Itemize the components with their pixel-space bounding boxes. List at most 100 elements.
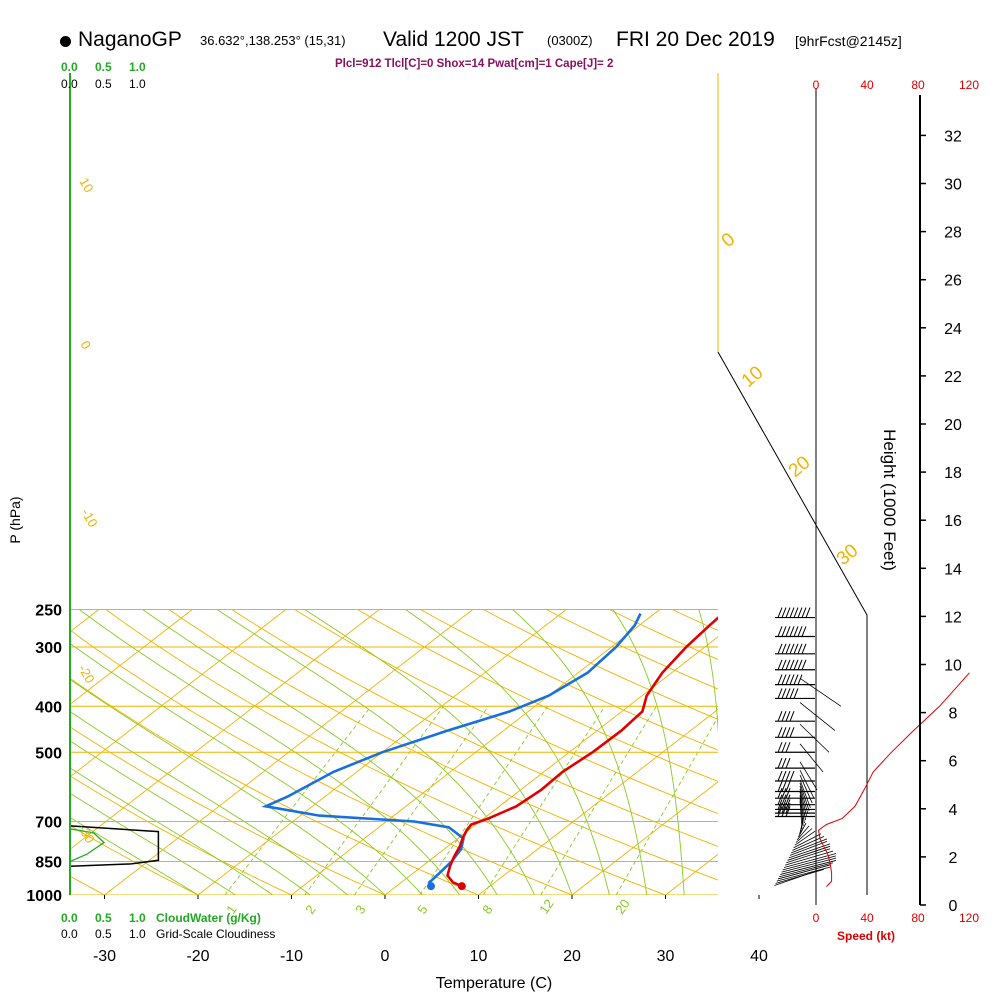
wind-barb-flag bbox=[781, 659, 787, 670]
mixing-ratio-label: 3 bbox=[352, 902, 368, 917]
wind-fan-line bbox=[799, 797, 804, 826]
moist-adiabat-line bbox=[79, 609, 461, 895]
isotherm-line bbox=[853, 610, 1000, 895]
moist-adiabat-line bbox=[70, 816, 199, 895]
wind-barb-flag bbox=[789, 727, 795, 738]
isotherm-line bbox=[70, 609, 193, 705]
wind-barb-flag bbox=[781, 607, 787, 618]
wind-barb-flag bbox=[777, 607, 783, 618]
stability-params: Plcl=912 Tlcl[C]=0 Shox=14 Pwat[cm]=1 Ca… bbox=[335, 58, 614, 70]
wind-barb-flag bbox=[781, 674, 787, 685]
height-tick-label: 16 bbox=[944, 513, 962, 530]
wind-barb-flag bbox=[789, 674, 795, 685]
wind-fan-line bbox=[799, 702, 836, 731]
dry-adiabat-label: -20 bbox=[75, 662, 97, 686]
moist-adiabat-line bbox=[612, 609, 685, 895]
wind-barb-flag bbox=[785, 757, 791, 769]
wind-barb-flag bbox=[785, 711, 791, 722]
cloudwater-scale-top: 0.5 bbox=[95, 60, 112, 74]
wind-barb-flag bbox=[785, 799, 791, 810]
wind-fan-line bbox=[795, 828, 813, 843]
speed-tick-bottom: 0 bbox=[813, 911, 820, 925]
cloudiness-scale-bottom: 0.5 bbox=[95, 927, 112, 941]
wind-barb-flag bbox=[777, 802, 783, 814]
barb-area-outline bbox=[717, 351, 868, 895]
moist-adiabat-label: 10 bbox=[738, 362, 768, 392]
cloudiness-scale-bottom: 1.0 bbox=[129, 927, 146, 941]
wind-barb-flag bbox=[785, 770, 791, 782]
wind-fan-line bbox=[799, 723, 830, 753]
moist-adiabat-line bbox=[216, 609, 536, 895]
dry-adiabat-line bbox=[70, 726, 386, 895]
wind-fan-line bbox=[798, 822, 807, 838]
wind-barb-flag bbox=[781, 788, 787, 799]
height-tick-label: 10 bbox=[944, 658, 962, 675]
wind-fan-line bbox=[799, 761, 818, 791]
wind-fan-line bbox=[793, 833, 822, 849]
wind-barb-flag bbox=[793, 643, 799, 654]
x-tick-label: 40 bbox=[750, 948, 768, 965]
height-tick-label: 8 bbox=[949, 706, 958, 723]
cloudwater-scale-bottom: 0.5 bbox=[95, 911, 112, 925]
height-axis-label: Height (1000 Feet) bbox=[880, 429, 899, 571]
wind-barb-flag bbox=[777, 688, 783, 699]
dry-adiabat-line bbox=[357, 609, 718, 782]
pressure-tick-label: 850 bbox=[35, 855, 62, 872]
wind-barb-flag bbox=[781, 711, 787, 722]
mixing-ratio-label: 20 bbox=[612, 896, 633, 916]
dry-adiabat-line bbox=[70, 677, 479, 895]
mixing-ratio-line bbox=[482, 706, 606, 895]
dry-adiabat-line bbox=[294, 609, 718, 815]
cloudiness-scale-top: 0.0 bbox=[61, 77, 78, 91]
moist-adiabat-line bbox=[405, 609, 610, 895]
wind-barb-flag bbox=[777, 770, 783, 782]
wind-barb-flag bbox=[777, 659, 783, 670]
wind-barb-flag bbox=[797, 607, 803, 618]
wind-barb-flag bbox=[781, 770, 787, 782]
mixing-ratio-line bbox=[353, 706, 489, 895]
moist-adiabat-line bbox=[70, 711, 348, 895]
pressure-tick-label: 700 bbox=[35, 815, 62, 832]
wind-fan-line bbox=[799, 677, 842, 707]
wind-barb-flag bbox=[797, 659, 803, 670]
wind-barb-flag bbox=[777, 781, 783, 792]
cloudiness-line bbox=[69, 825, 160, 868]
cloudwater-scale-top: 0.0 bbox=[61, 60, 78, 74]
wind-barb-flag bbox=[777, 711, 783, 722]
wind-barb-flag bbox=[777, 806, 783, 817]
pressure-tick-label: 300 bbox=[35, 640, 62, 657]
height-tick-label: 20 bbox=[944, 417, 962, 434]
speed-tick-top: 80 bbox=[911, 78, 925, 92]
wind-fan-line bbox=[799, 782, 810, 812]
wind-barb-flag bbox=[797, 674, 803, 685]
speed-label: Speed (kt) bbox=[837, 929, 895, 943]
height-tick-label: 6 bbox=[949, 754, 958, 771]
height-tick-label: 4 bbox=[949, 802, 958, 819]
mixing-ratio-line bbox=[224, 706, 372, 895]
wind-barb-flag bbox=[793, 659, 799, 670]
wind-barb-flag bbox=[781, 742, 787, 753]
x-tick-label: -30 bbox=[93, 948, 116, 965]
speed-tick-bottom: 80 bbox=[911, 911, 925, 925]
wind-barb-flag bbox=[777, 799, 783, 810]
speed-tick-bottom: 40 bbox=[860, 911, 874, 925]
x-tick-label: -20 bbox=[186, 948, 209, 965]
height-tick-label: 18 bbox=[944, 465, 962, 482]
dry-adiabat-label: 10 bbox=[76, 175, 96, 195]
wind-barb-flag bbox=[785, 659, 791, 670]
wind-barb-flag bbox=[785, 802, 791, 814]
mixing-ratio-line bbox=[304, 706, 444, 895]
wind-fan-line bbox=[799, 788, 808, 818]
speed-profile-line bbox=[818, 672, 970, 887]
moist-adiabat-line bbox=[70, 642, 423, 895]
wind-barb-flag bbox=[797, 643, 803, 654]
wind-barb-flag bbox=[781, 626, 787, 637]
cloudwater-label: CloudWater (g/Kg) bbox=[156, 911, 261, 925]
moist-adiabat-line bbox=[70, 678, 386, 895]
dry-adiabat-label: -10 bbox=[78, 506, 100, 530]
height-tick-label: 32 bbox=[944, 128, 962, 145]
wind-barb-flag bbox=[777, 643, 783, 654]
x-tick-label: 10 bbox=[470, 948, 488, 965]
forecast-date: FRI 20 Dec 2019 bbox=[616, 28, 775, 51]
x-tick-label: 0 bbox=[381, 948, 390, 965]
